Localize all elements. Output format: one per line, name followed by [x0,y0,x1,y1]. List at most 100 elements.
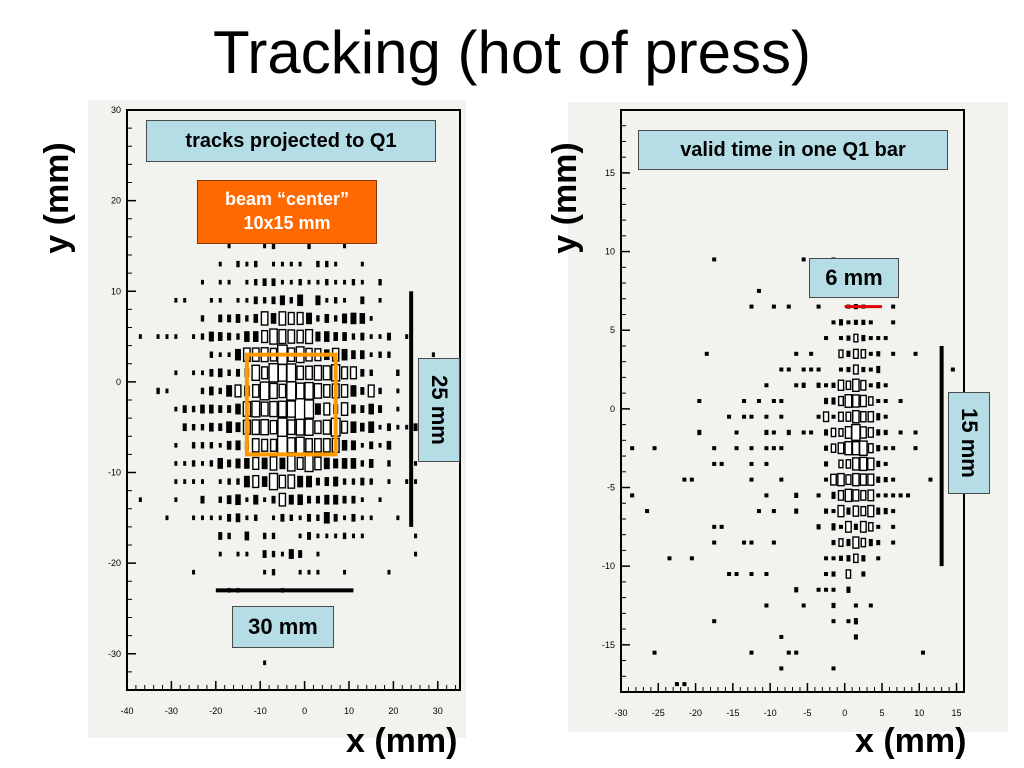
left-bin [405,424,409,430]
left-bin [343,297,347,303]
left-bin [251,438,260,453]
right-bin [742,399,747,403]
left-bin [305,347,313,362]
left-bin [378,334,382,339]
right-bin [859,473,867,486]
left-bin [351,533,355,539]
left-bin [378,387,382,395]
left-bin [183,479,187,484]
right-bin [861,366,866,373]
left-bin [263,660,267,666]
right-bin [712,257,717,262]
right-bin [898,399,903,403]
right-bin [816,414,821,419]
right-bin [851,440,860,456]
left-bin [297,294,304,307]
right-xtick-label: -25 [652,708,665,718]
right-bin [950,367,955,372]
right-bin [712,446,717,451]
left-bin [350,458,357,469]
right-bin [727,572,732,577]
left-bin [226,440,232,450]
left-bin [368,403,374,415]
right-bin [749,304,754,309]
left-bin [251,347,260,362]
right-bin [822,411,830,423]
right-bin [816,587,821,592]
left-bin [245,279,249,285]
left-bin [343,569,347,575]
right-bin [779,414,784,419]
left-xtick-label: -40 [120,706,133,716]
right-bin [844,440,853,456]
right-bin [749,650,754,655]
right-bin [868,383,873,388]
left-bin [236,587,240,593]
right-bin [824,397,829,405]
left-bin [269,419,278,435]
right-bin [779,477,784,482]
right-bin [801,257,806,262]
right-bin [831,320,836,325]
left-bin [341,439,348,451]
left-bin [165,388,169,394]
left-bin [200,515,204,521]
left-bin [414,461,418,466]
left-bin [322,438,331,453]
right-bin [816,493,821,498]
left-bin [272,261,276,267]
left-ytick-label: -20 [108,558,121,568]
left-bin [278,492,287,507]
left-bin [369,515,373,521]
right-bin [786,367,791,372]
left-bin [342,313,348,324]
left-horizontal-scale-label: 30 mm [232,606,334,648]
right-bin [860,349,867,359]
right-bin [749,540,754,545]
left-bin [386,332,391,341]
right-xtick-label: -30 [614,708,627,718]
right-xtick-label: -15 [726,708,739,718]
left-bin [217,332,223,341]
left-bin [279,457,286,470]
left-bin [333,404,339,414]
left-bin [260,347,269,363]
left-bin [368,459,374,468]
right-bin [876,460,881,468]
right-bin [852,364,859,375]
right-ytick-label: 0 [610,404,615,414]
right-bin [771,509,776,514]
left-bin [369,316,373,321]
left-bin [253,314,259,323]
left-bin [261,476,268,487]
left-bin [174,297,178,303]
right-bin [846,538,851,547]
left-bin [369,352,373,358]
left-bin [288,549,294,559]
left-bin [253,296,258,305]
left-bin [304,328,314,345]
left-bin [200,387,205,395]
left-bin [218,423,223,432]
left-bin [414,551,418,557]
left-bin [325,260,329,268]
left-bin [269,456,278,471]
left-bin [260,401,269,417]
left-xtick-label: 20 [388,706,398,716]
left-ytick-label: 20 [111,196,121,206]
left-bin [251,400,261,418]
right-xtick-label: 10 [914,708,924,718]
left-bin [351,278,356,286]
right-bin [824,336,829,341]
left-bin [156,334,160,339]
left-bin [174,461,178,466]
right-bin [859,456,868,472]
left-bin [295,436,305,455]
right-bin [876,476,881,483]
left-bin [369,441,374,450]
right-bin [734,430,739,435]
right-bin [883,429,888,436]
left-bin [227,332,232,341]
left-bin [278,383,287,399]
left-bin [192,370,196,376]
